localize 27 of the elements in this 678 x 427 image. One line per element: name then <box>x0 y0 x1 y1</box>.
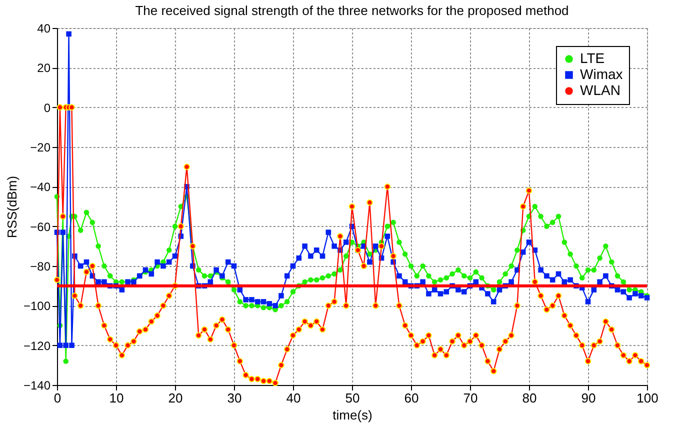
x-tick-label: 50 <box>345 390 360 406</box>
chart-title: The received signal strength of the three networks for the proposed method <box>135 3 569 18</box>
x-tick-label: 10 <box>109 390 124 406</box>
x-tick-label: 20 <box>168 390 183 406</box>
y-tick-label: 20 <box>37 61 51 76</box>
y-tick-label: −140 <box>23 378 51 392</box>
x-tick-label: 100 <box>636 390 658 406</box>
legend-label: Wimax <box>580 66 623 82</box>
y-tick-label: −120 <box>23 338 51 353</box>
y-axis-title: RSS(dBm) <box>4 176 20 238</box>
y-tick-label: −40 <box>30 180 51 194</box>
x-tick-label: 70 <box>463 390 478 406</box>
legend-label: WLAN <box>580 82 620 98</box>
y-tick-label: 40 <box>37 22 51 36</box>
y-tick-label: −100 <box>23 299 51 314</box>
x-tick-label: 30 <box>227 390 242 406</box>
y-tick-label: −60 <box>30 220 51 234</box>
legend-label: LTE <box>580 50 605 66</box>
x-tick-label: 90 <box>581 390 596 406</box>
x-axis-title: time(s) <box>332 408 372 422</box>
x-tick-label: 60 <box>404 390 419 406</box>
x-tick-label: 0 <box>54 390 62 406</box>
y-tick-label: −80 <box>30 260 51 274</box>
x-tick-label: 80 <box>522 390 537 406</box>
y-tick-label: −20 <box>30 140 51 154</box>
x-tick-label: 40 <box>286 390 301 406</box>
y-tick-label: 0 <box>44 100 51 115</box>
